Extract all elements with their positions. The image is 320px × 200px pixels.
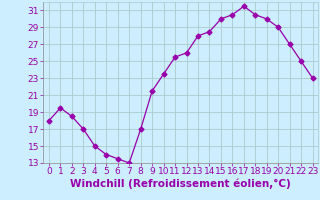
X-axis label: Windchill (Refroidissement éolien,°C): Windchill (Refroidissement éolien,°C) [70,179,291,189]
